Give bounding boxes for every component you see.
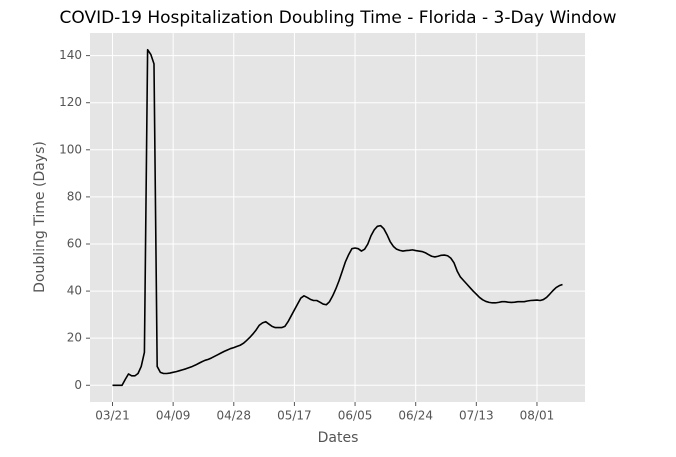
x-tick-label: 04/28 [216,409,251,423]
y-tick-label: 120 [59,95,82,109]
y-tick-label: 40 [67,284,82,298]
x-tick-label: 04/09 [156,409,191,423]
y-axis-label: Doubling Time (Days) [32,141,48,293]
x-tick-label: 06/05 [338,409,373,423]
x-axis-label: Dates [318,430,359,446]
plot-background [90,33,585,402]
y-tick-label: 20 [67,331,82,345]
y-tick-label: 140 [59,48,82,62]
y-tick-label: 80 [67,189,82,203]
y-tick-label: 0 [74,378,82,392]
y-tick-label: 60 [67,236,82,250]
y-tick-label: 100 [59,142,82,156]
x-tick-label: 08/01 [520,409,555,423]
x-tick-label: 07/13 [459,409,494,423]
x-tick-label: 06/24 [398,409,433,423]
chart-title: COVID-19 Hospitalization Doubling Time -… [60,8,617,28]
data-line [112,48,563,387]
x-tick-label: 05/17 [277,409,312,423]
x-tick-label: 03/21 [95,409,130,423]
